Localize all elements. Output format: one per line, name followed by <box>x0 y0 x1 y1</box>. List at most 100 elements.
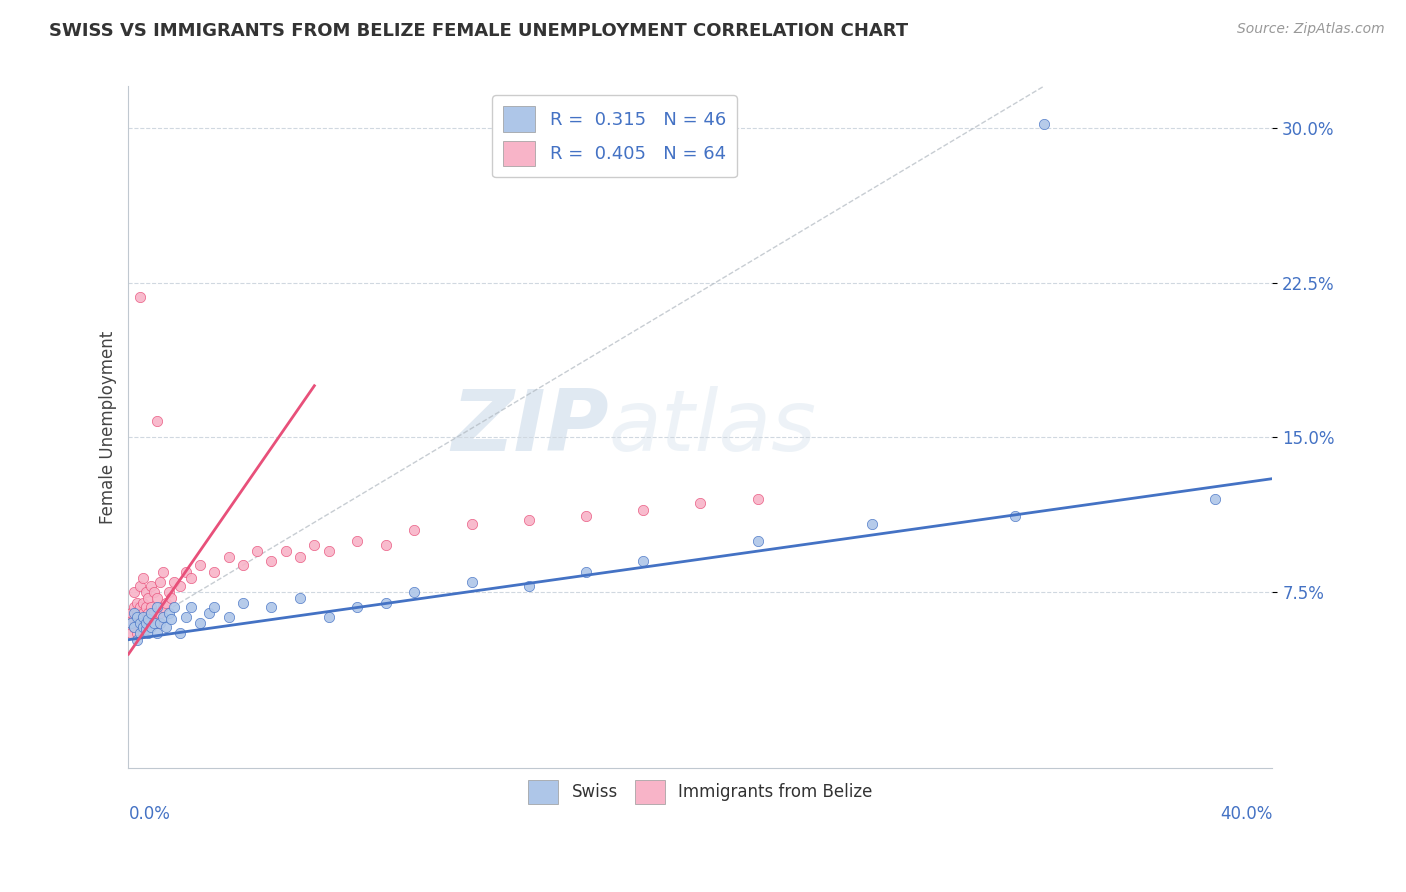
Point <box>517 579 540 593</box>
Text: 0.0%: 0.0% <box>128 805 170 823</box>
Point <box>132 616 155 631</box>
Point <box>138 591 160 606</box>
Point <box>120 616 142 631</box>
Point <box>575 508 598 523</box>
Point <box>122 612 145 626</box>
Point <box>129 620 152 634</box>
Point <box>120 626 142 640</box>
Point <box>125 595 148 609</box>
Point <box>155 595 177 609</box>
Point <box>232 595 254 609</box>
Point <box>129 626 152 640</box>
Point <box>346 599 368 614</box>
Text: atlas: atlas <box>609 385 817 468</box>
Text: ZIP: ZIP <box>451 385 609 468</box>
Point <box>125 610 148 624</box>
Point <box>125 606 148 620</box>
Point <box>169 579 191 593</box>
Point <box>143 606 166 620</box>
Point <box>122 620 145 634</box>
Point <box>125 626 148 640</box>
Text: SWISS VS IMMIGRANTS FROM BELIZE FEMALE UNEMPLOYMENT CORRELATION CHART: SWISS VS IMMIGRANTS FROM BELIZE FEMALE U… <box>49 22 908 40</box>
Point <box>143 585 166 599</box>
Point <box>202 599 225 614</box>
Point <box>180 571 202 585</box>
Text: 40.0%: 40.0% <box>1220 805 1272 823</box>
Point <box>274 544 297 558</box>
Point <box>631 502 654 516</box>
Point <box>174 565 197 579</box>
Point <box>146 599 169 614</box>
Point <box>125 632 148 647</box>
Legend: Swiss, Immigrants from Belize: Swiss, Immigrants from Belize <box>522 773 879 811</box>
Point <box>157 585 180 599</box>
Point <box>135 585 157 599</box>
Point <box>122 585 145 599</box>
Point <box>149 574 172 589</box>
Point <box>160 591 183 606</box>
Point <box>288 591 311 606</box>
Point <box>260 599 283 614</box>
Point <box>135 616 157 631</box>
Point <box>174 610 197 624</box>
Point <box>374 538 396 552</box>
Point <box>146 616 169 631</box>
Point <box>346 533 368 548</box>
Point <box>138 626 160 640</box>
Point <box>202 565 225 579</box>
Point <box>157 606 180 620</box>
Point <box>1204 492 1226 507</box>
Point <box>180 599 202 614</box>
Point <box>129 616 152 631</box>
Point <box>122 620 145 634</box>
Point <box>188 558 211 573</box>
Point <box>188 616 211 631</box>
Point <box>146 414 169 428</box>
Point <box>460 574 482 589</box>
Point <box>143 616 166 631</box>
Point <box>218 550 240 565</box>
Point <box>120 616 142 631</box>
Text: Source: ZipAtlas.com: Source: ZipAtlas.com <box>1237 22 1385 37</box>
Point <box>129 290 152 304</box>
Point <box>146 626 169 640</box>
Point <box>120 606 142 620</box>
Point <box>132 606 155 620</box>
Point <box>122 606 145 620</box>
Point <box>232 558 254 573</box>
Point <box>631 554 654 568</box>
Point <box>246 544 269 558</box>
Point <box>689 496 711 510</box>
Point <box>122 599 145 614</box>
Point <box>135 623 157 637</box>
Point <box>132 620 155 634</box>
Point <box>141 579 163 593</box>
Point <box>218 610 240 624</box>
Point <box>141 599 163 614</box>
Point <box>135 599 157 614</box>
Point <box>747 533 769 548</box>
Point <box>197 606 219 620</box>
Point <box>138 612 160 626</box>
Point <box>160 612 183 626</box>
Point <box>132 571 155 585</box>
Point <box>374 595 396 609</box>
Point <box>860 517 883 532</box>
Point <box>132 595 155 609</box>
Point <box>517 513 540 527</box>
Point <box>1004 508 1026 523</box>
Point <box>129 612 152 626</box>
Point <box>288 550 311 565</box>
Point <box>152 610 174 624</box>
Point <box>460 517 482 532</box>
Point <box>318 610 340 624</box>
Point <box>149 616 172 631</box>
Point <box>169 626 191 640</box>
Y-axis label: Female Unemployment: Female Unemployment <box>100 330 117 524</box>
Point <box>132 626 155 640</box>
Point <box>132 610 155 624</box>
Point <box>129 599 152 614</box>
Point <box>149 606 172 620</box>
Point <box>138 606 160 620</box>
Point <box>155 620 177 634</box>
